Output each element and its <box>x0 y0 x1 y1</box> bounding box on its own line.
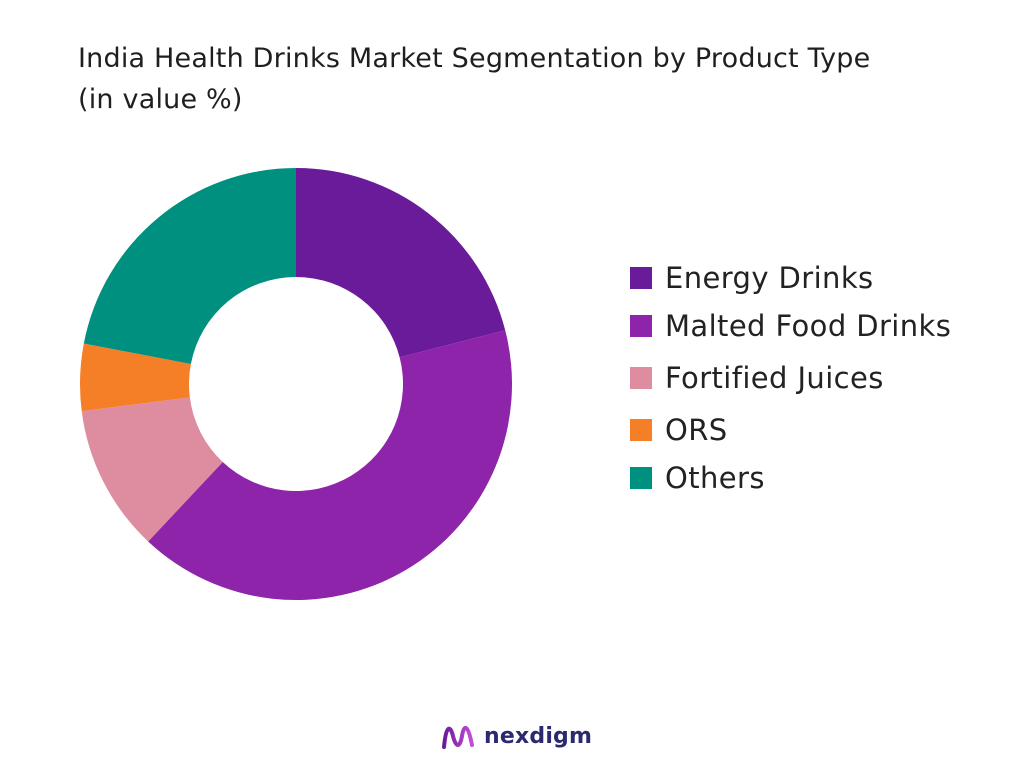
brand-logo: nexdigm <box>438 716 592 756</box>
donut-slice-ors <box>80 343 191 412</box>
legend-label-malted-food-drinks: Malted Food Drinks <box>665 309 952 343</box>
legend-label-energy-drinks: Energy Drinks <box>665 261 874 295</box>
donut-slice-fortified-juices <box>81 397 223 542</box>
chart-title-line-1: India Health Drinks Market Segmentation … <box>78 43 871 74</box>
nexdigm-logo-icon <box>442 726 474 749</box>
brand-name: nexdigm <box>484 723 593 749</box>
legend-label-others: Others <box>665 461 765 495</box>
legend-item-others: Others <box>630 461 951 495</box>
chart-title: India Health Drinks Market Segmentation … <box>78 38 998 120</box>
legend-label-fortified-juices: Fortified Juices <box>665 361 884 395</box>
chart-legend: Energy Drinks Malted Food Drinks Fortified… <box>630 261 952 510</box>
legend-item-energy-drinks: Energy Drinks <box>630 261 951 295</box>
legend-swatch-malted-food-drinks <box>630 315 652 337</box>
legend-label-ors: ORS <box>665 413 728 447</box>
legend-item-malted-food-drinks: Malted Food Drinks <box>630 309 952 343</box>
legend-item-fortified-juices: Fortified Juices <box>630 361 951 395</box>
donut-slice-energy-drinks <box>296 168 506 358</box>
legend-swatch-fortified-juices <box>630 367 652 389</box>
donut-slice-others <box>83 168 296 364</box>
legend-item-ors: ORS <box>630 413 951 447</box>
legend-swatch-ors <box>630 419 652 441</box>
legend-swatch-others <box>630 467 652 489</box>
legend-swatch-energy-drinks <box>630 267 652 289</box>
donut-slice-malted-food-drinks <box>148 330 513 600</box>
chart-title-line-2: (in value %) <box>78 84 243 115</box>
